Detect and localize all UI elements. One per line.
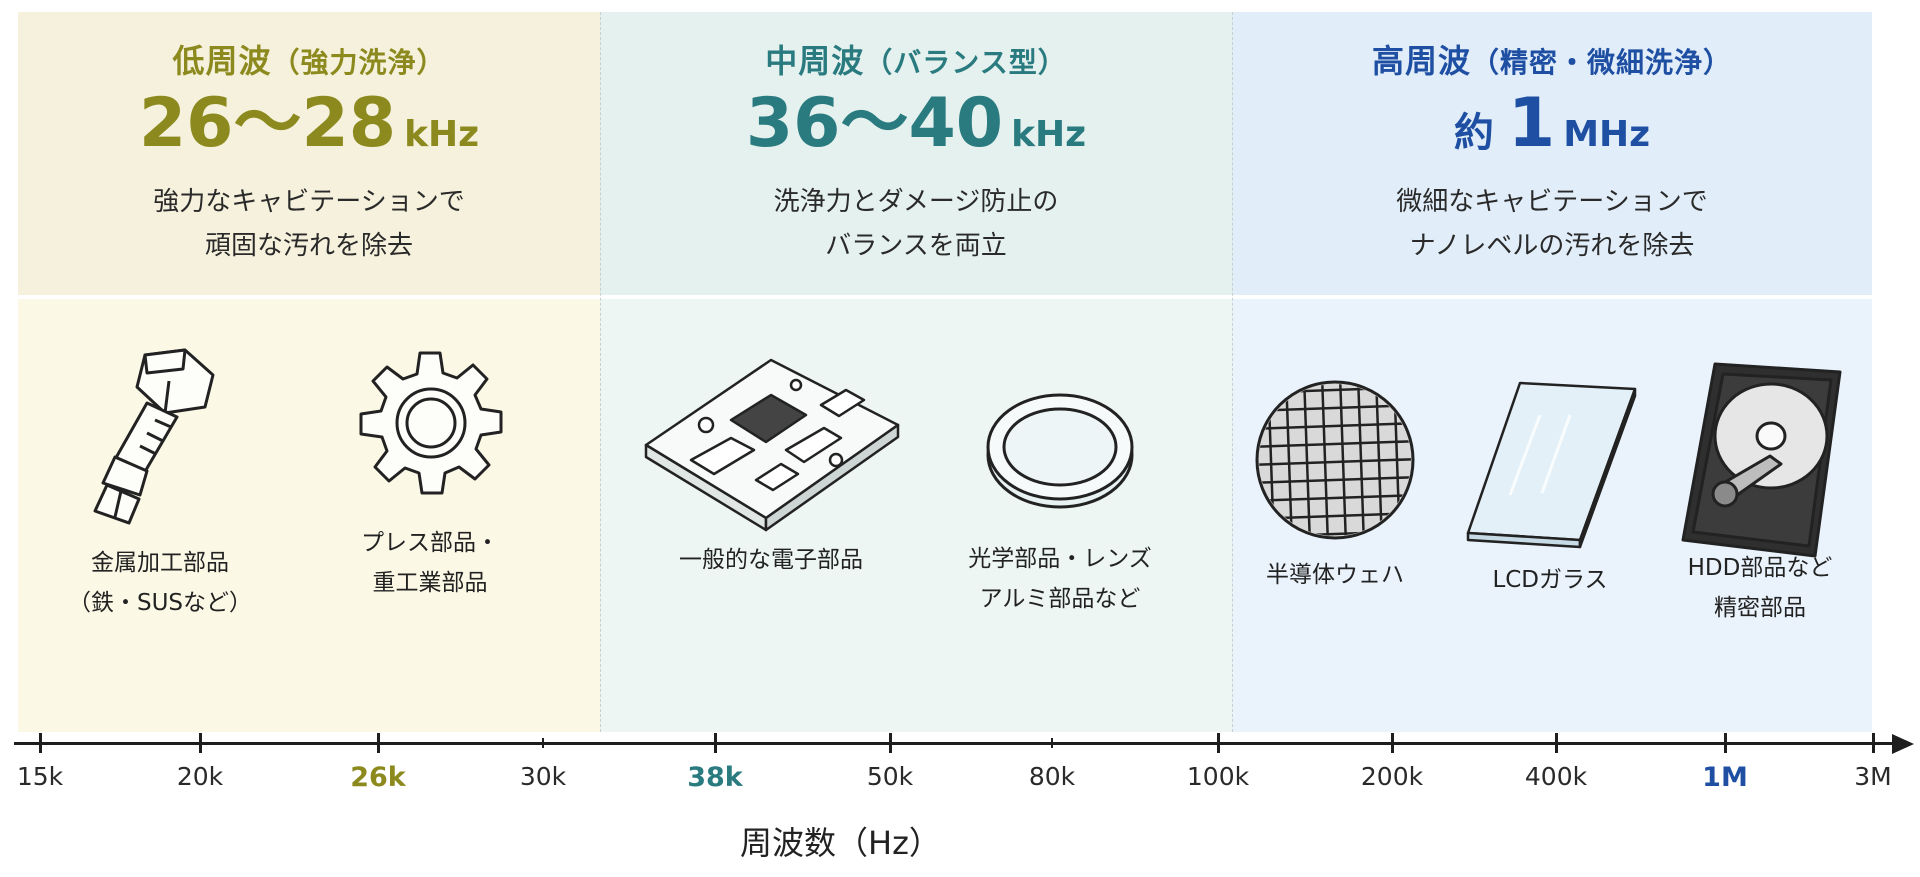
example-label: LCDガラス [1492,567,1608,593]
example-metal-parts: 金属加工部品 （鉄・SUSなど） [60,345,260,623]
axis-tick [199,733,202,753]
axis-tick [1217,733,1220,753]
zone-mid-frequency: 中周波（バランス型） 36～40 kHz 洗浄力とダメージ防止の バランスを両立 [600,12,1232,732]
lens-icon [986,393,1134,509]
example-label: 金属加工部品 （鉄・SUSなど） [67,550,253,616]
axis-tick-label: 50k [866,762,914,791]
zone-high-title: 高周波（精密・微細洗浄） [1371,42,1733,80]
example-label: 半導体ウェハ [1266,562,1404,588]
zone-divider [600,12,601,732]
axis-tick-label: 400k [1524,762,1588,791]
axis-tick [1391,733,1394,753]
example-lcd-glass: LCDガラス [1455,375,1645,600]
example-label: 一般的な電子部品 [679,547,863,573]
axis-tick-label: 80k [1028,762,1076,791]
zone-low-frequency-range: 26～28 kHz [138,84,480,163]
axis-tick-label: 20k [176,762,224,791]
frequency-axis-line [14,742,1894,745]
zone-high-description: 微細なキャビテーションで ナノレベルの汚れを除去 [1396,187,1708,261]
axis-tick [889,733,892,753]
axis-tick [1051,738,1053,748]
axis-tick [714,733,717,753]
gear-icon [359,351,503,495]
zone-divider [1232,12,1233,732]
example-label: プレス部品・ 重工業部品 [361,530,499,596]
example-label: 光学部品・レンズ アルミ部品など [968,546,1152,612]
axis-tick-label: 26k [350,762,406,793]
zone-mid-frequency-range: 36～40 kHz [745,84,1087,163]
example-label: HDD部品など 精密部品 [1687,555,1833,621]
axis-tick [1724,733,1727,753]
glass-panel-icon [1466,381,1637,549]
axis-tick-label: 100k [1186,762,1250,791]
axis-tick-label: 38k [687,762,743,793]
axis-tick [377,733,380,753]
axis-tick [1872,733,1875,753]
zone-mid-examples [600,299,1232,732]
zone-low-title: 低周波（強力洗浄） [172,42,446,80]
example-optical-parts: 光学部品・レンズ アルミ部品など [950,385,1170,619]
zone-mid-description: 洗浄力とダメージ防止の バランスを両立 [773,187,1059,261]
axis-tick [39,733,42,753]
zone-mid-header: 中周波（バランス型） 36～40 kHz 洗浄力とダメージ防止の バランスを両立 [600,12,1232,295]
axis-tick-label: 15k [16,762,64,791]
axis-tick-label: 3M [1854,762,1892,791]
example-hdd-parts: HDD部品など 精密部品 [1660,358,1860,628]
bolt-icon [93,348,215,525]
zone-low-description: 強力なキャビテーションで 頑固な汚れを除去 [153,187,465,261]
example-electronic-parts: 一般的な電子部品 [636,350,906,580]
axis-tick-label: 1M [1702,762,1748,793]
zone-high-frequency-range: 約 1 MHz [1453,84,1651,163]
example-semiconductor-wafer: 半導体ウェハ [1250,375,1420,595]
wafer-icon [1255,380,1415,540]
axis-tick-label: 30k [519,762,567,791]
zone-mid-title: 中周波（バランス型） [765,42,1067,80]
axis-arrowhead [1892,734,1914,754]
example-press-parts: プレス部品・ 重工業部品 [330,345,530,603]
axis-tick [1555,733,1558,753]
axis-tick [542,738,544,748]
circuit-board-icon [644,358,900,532]
hdd-icon [1681,362,1842,558]
axis-tick-label: 200k [1360,762,1424,791]
axis-title: 周波数（Hz） [740,824,941,862]
zone-low-header: 低周波（強力洗浄） 26～28 kHz 強力なキャビテーションで 頑固な汚れを除去 [18,12,600,295]
zone-high-header: 高周波（精密・微細洗浄） 約 1 MHz 微細なキャビテーションで ナノレベルの汚れを… [1232,12,1872,295]
